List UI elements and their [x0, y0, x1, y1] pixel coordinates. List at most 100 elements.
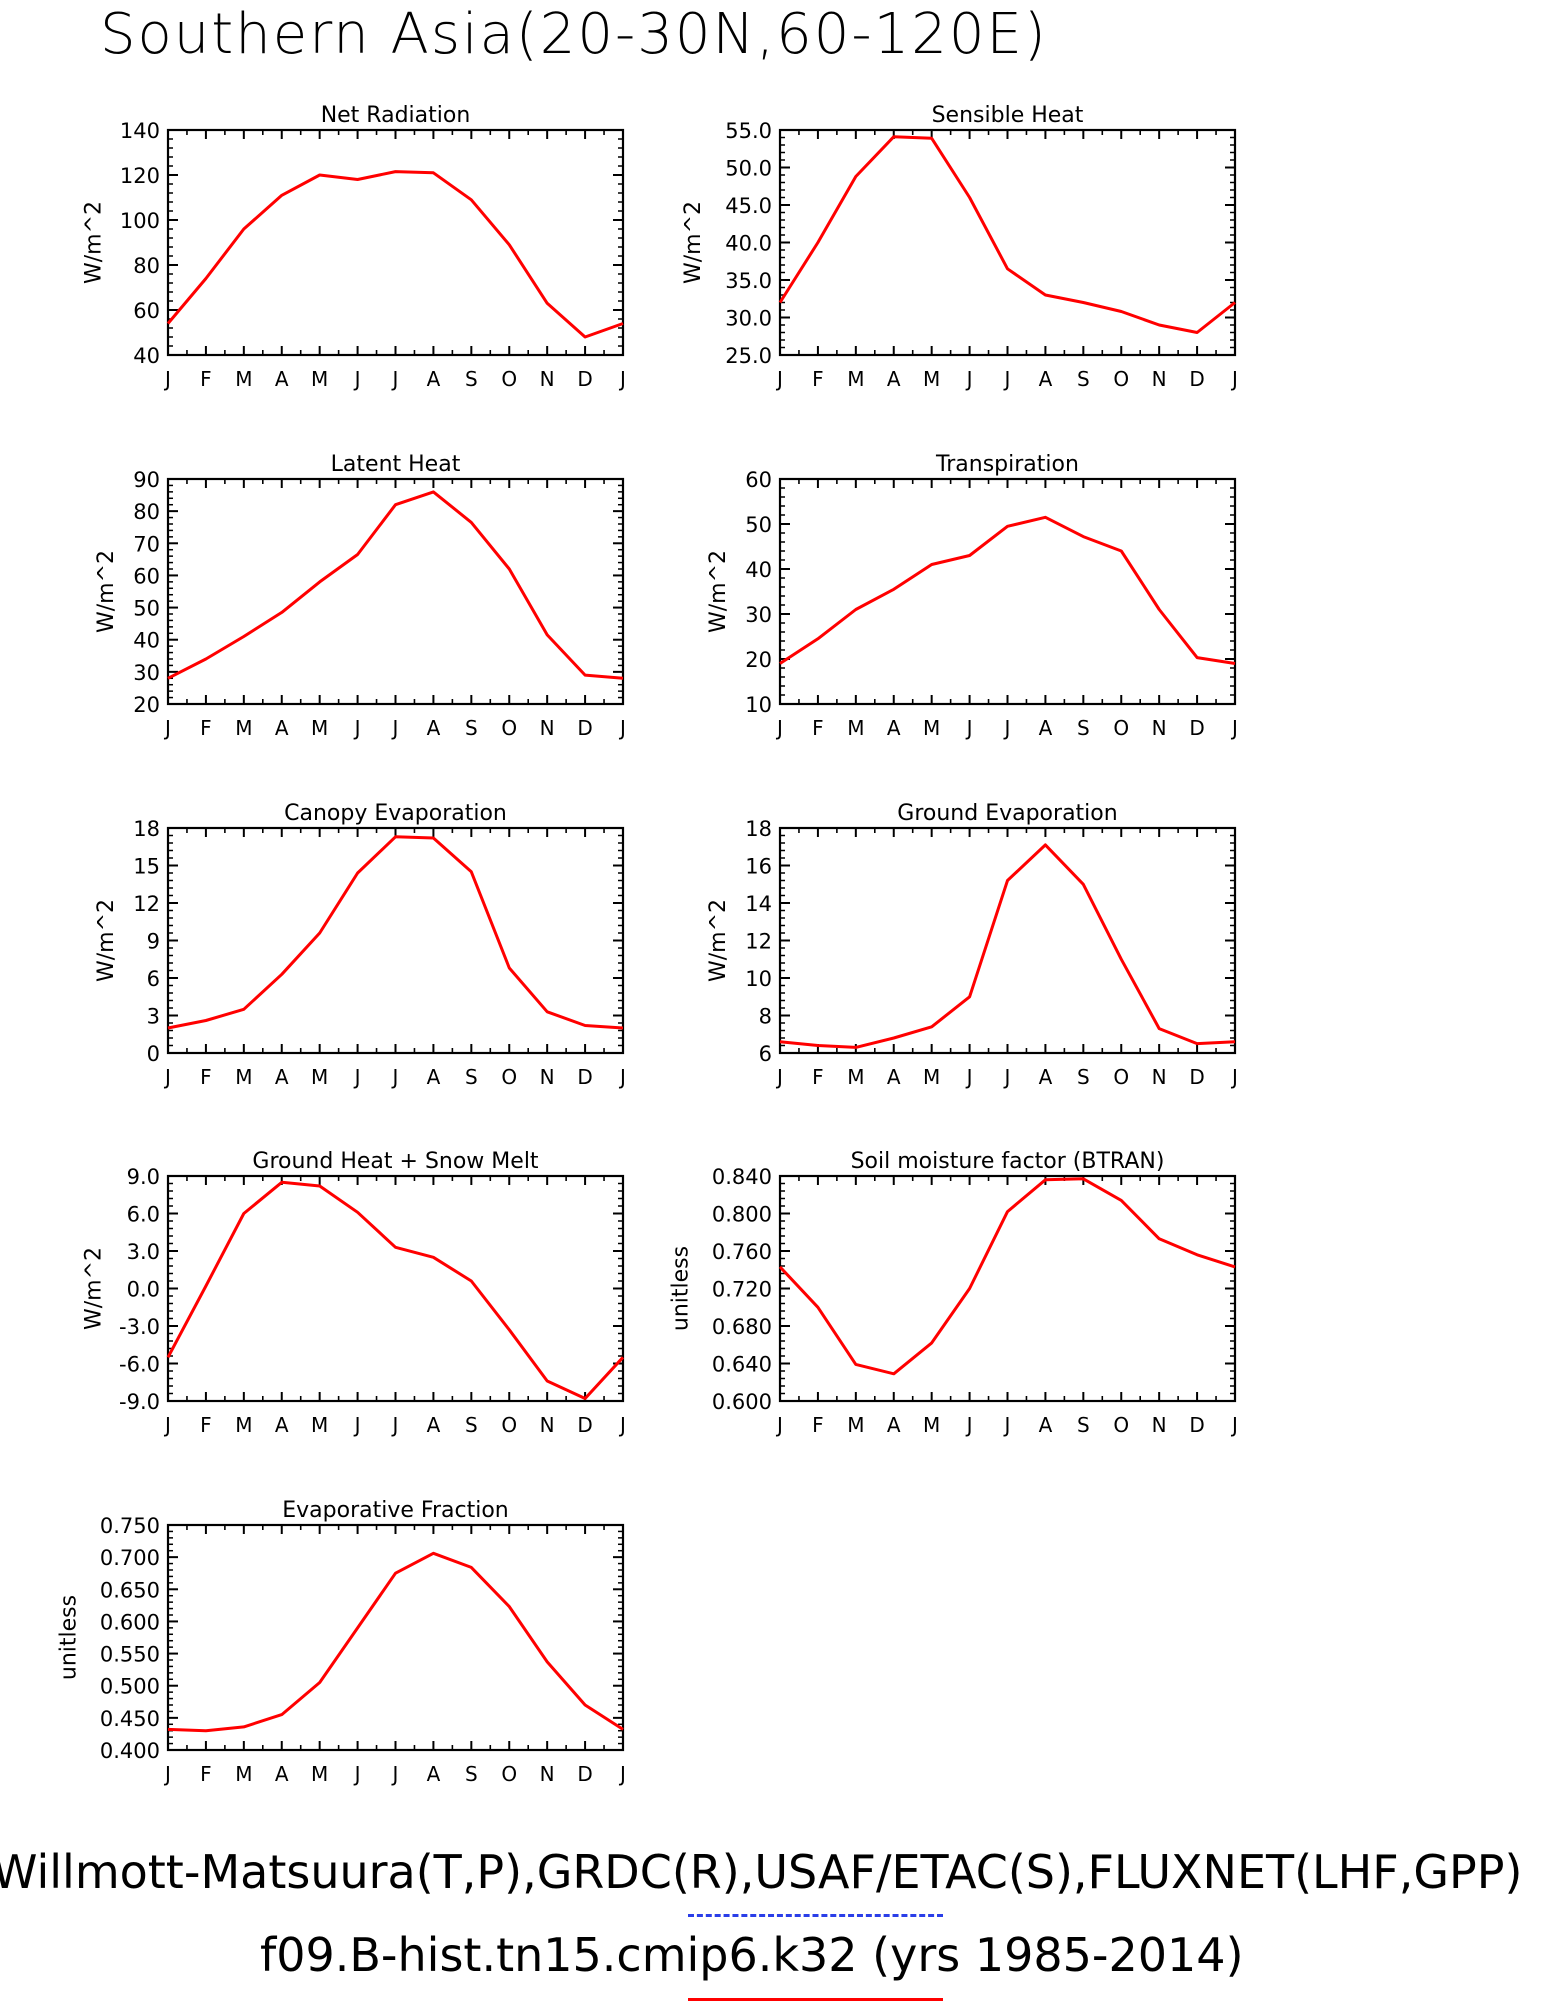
- x-tick-label: N: [1152, 1065, 1167, 1089]
- x-tick-label: O: [501, 1413, 517, 1437]
- x-tick-label: F: [812, 1065, 824, 1089]
- y-tick-label: 30: [133, 661, 160, 685]
- x-tick-label: J: [353, 716, 361, 740]
- panel-title: Evaporative Fraction: [282, 1498, 508, 1523]
- reference-line-key: [688, 1914, 943, 1917]
- y-tick-label: 0.550: [100, 1643, 160, 1667]
- y-tick-label: 10: [745, 967, 772, 991]
- y-axis-label: W/m^2: [681, 201, 706, 284]
- x-tick-label: O: [1113, 367, 1129, 391]
- x-tick-label: J: [618, 1413, 626, 1437]
- panel-title: Transpiration: [935, 452, 1079, 477]
- plot-frame: [166, 477, 625, 706]
- x-tick-label: M: [311, 367, 328, 391]
- x-tick-label: J: [353, 1762, 361, 1786]
- x-tick-label: J: [353, 1413, 361, 1437]
- panel-title: Latent Heat: [331, 452, 461, 477]
- series-line: [779, 843, 1236, 1049]
- y-tick-label: 45.0: [725, 194, 772, 218]
- panel-title: Soil moisture factor (BTRAN): [851, 1149, 1165, 1174]
- y-tick-label: 0.400: [100, 1739, 160, 1763]
- y-tick-label: 0.800: [712, 1203, 772, 1227]
- y-tick-label: 0.0: [127, 1278, 160, 1302]
- y-tick-label: 60: [745, 468, 772, 492]
- y-tick-label: 6: [759, 1042, 772, 1066]
- y-tick-label: 14: [745, 892, 772, 916]
- x-tick-label: S: [1077, 1065, 1090, 1089]
- x-tick-label: F: [200, 1413, 212, 1437]
- x-tick-label: J: [391, 367, 399, 391]
- y-tick-label: 0.500: [100, 1675, 160, 1699]
- y-tick-label: 0.600: [712, 1390, 772, 1414]
- x-tick-label: N: [540, 1762, 555, 1786]
- x-tick-label: A: [275, 1413, 289, 1437]
- x-tick-label: S: [465, 716, 478, 740]
- case-line-key: [688, 1998, 943, 2001]
- x-tick-label: N: [1152, 1413, 1167, 1437]
- y-tick-label: 90: [133, 468, 160, 492]
- y-tick-label: 20: [133, 693, 160, 717]
- x-tick-label: S: [1077, 367, 1090, 391]
- x-tick-label: J: [1230, 716, 1238, 740]
- x-tick-label: M: [923, 716, 940, 740]
- x-tick-label: J: [353, 367, 361, 391]
- x-tick-label: D: [1189, 1413, 1204, 1437]
- plot-frame: [166, 1174, 625, 1403]
- x-tick-label: A: [275, 1065, 289, 1089]
- y-tick-label: 50: [133, 597, 160, 621]
- x-tick-label: F: [812, 367, 824, 391]
- x-tick-label: A: [887, 367, 901, 391]
- x-tick-label: J: [775, 1065, 783, 1089]
- main-title: Southern Asia(20-30N,60-120E): [100, 2, 1048, 67]
- plot-frame: [778, 128, 1237, 357]
- y-tick-label: 40.0: [725, 232, 772, 256]
- x-tick-label: O: [1113, 1065, 1129, 1089]
- panel-title: Ground Heat + Snow Melt: [252, 1149, 539, 1174]
- y-tick-label: 6.0: [127, 1203, 160, 1227]
- x-tick-label: A: [275, 1762, 289, 1786]
- y-tick-label: 55.0: [725, 119, 772, 143]
- plot-frame: [166, 128, 625, 357]
- x-tick-label: N: [540, 367, 555, 391]
- x-tick-label: J: [1230, 1413, 1238, 1437]
- y-tick-label: 0.720: [712, 1278, 772, 1302]
- x-tick-label: M: [235, 716, 252, 740]
- x-tick-label: J: [353, 1065, 361, 1089]
- x-tick-label: A: [275, 716, 289, 740]
- panel-7: J F M A M J J A S O N D J-9.0-6.0-3.00.03.06.09.0W/m…: [82, 1149, 626, 1437]
- x-tick-label: D: [577, 1413, 592, 1437]
- y-tick-label: 0: [147, 1042, 160, 1066]
- x-tick-label: M: [235, 1065, 252, 1089]
- x-tick-label: A: [275, 367, 289, 391]
- x-tick-label: D: [1189, 716, 1204, 740]
- x-tick-label: A: [427, 367, 441, 391]
- y-tick-label: 40: [745, 558, 772, 582]
- y-tick-label: 6: [147, 967, 160, 991]
- y-tick-label: 0.840: [712, 1165, 772, 1189]
- x-tick-label: D: [577, 1065, 592, 1089]
- x-tick-label: J: [391, 1065, 399, 1089]
- x-tick-label: J: [1230, 1065, 1238, 1089]
- y-tick-label: 10: [745, 693, 772, 717]
- panel-2: J F M A M J J A S O N D J25.030.035.040.045.050.055.…: [681, 103, 1238, 391]
- x-tick-label: D: [577, 716, 592, 740]
- y-tick-label: -6.0: [119, 1353, 160, 1377]
- x-tick-label: F: [200, 1762, 212, 1786]
- y-tick-label: 9: [147, 930, 160, 954]
- x-tick-label: M: [311, 1413, 328, 1437]
- series-line: [167, 490, 624, 680]
- y-tick-label: 12: [133, 892, 160, 916]
- series-line: [166, 1180, 625, 1400]
- x-tick-label: F: [200, 367, 212, 391]
- y-tick-label: 25.0: [725, 344, 772, 368]
- x-tick-label: O: [501, 716, 517, 740]
- y-tick-label: 18: [745, 817, 772, 841]
- x-tick-label: S: [1077, 1413, 1090, 1437]
- x-tick-label: J: [965, 716, 973, 740]
- y-axis-label: unitless: [57, 1595, 82, 1680]
- y-tick-label: 0.760: [712, 1240, 772, 1264]
- y-tick-label: -3.0: [119, 1315, 160, 1339]
- x-tick-label: O: [501, 1762, 517, 1786]
